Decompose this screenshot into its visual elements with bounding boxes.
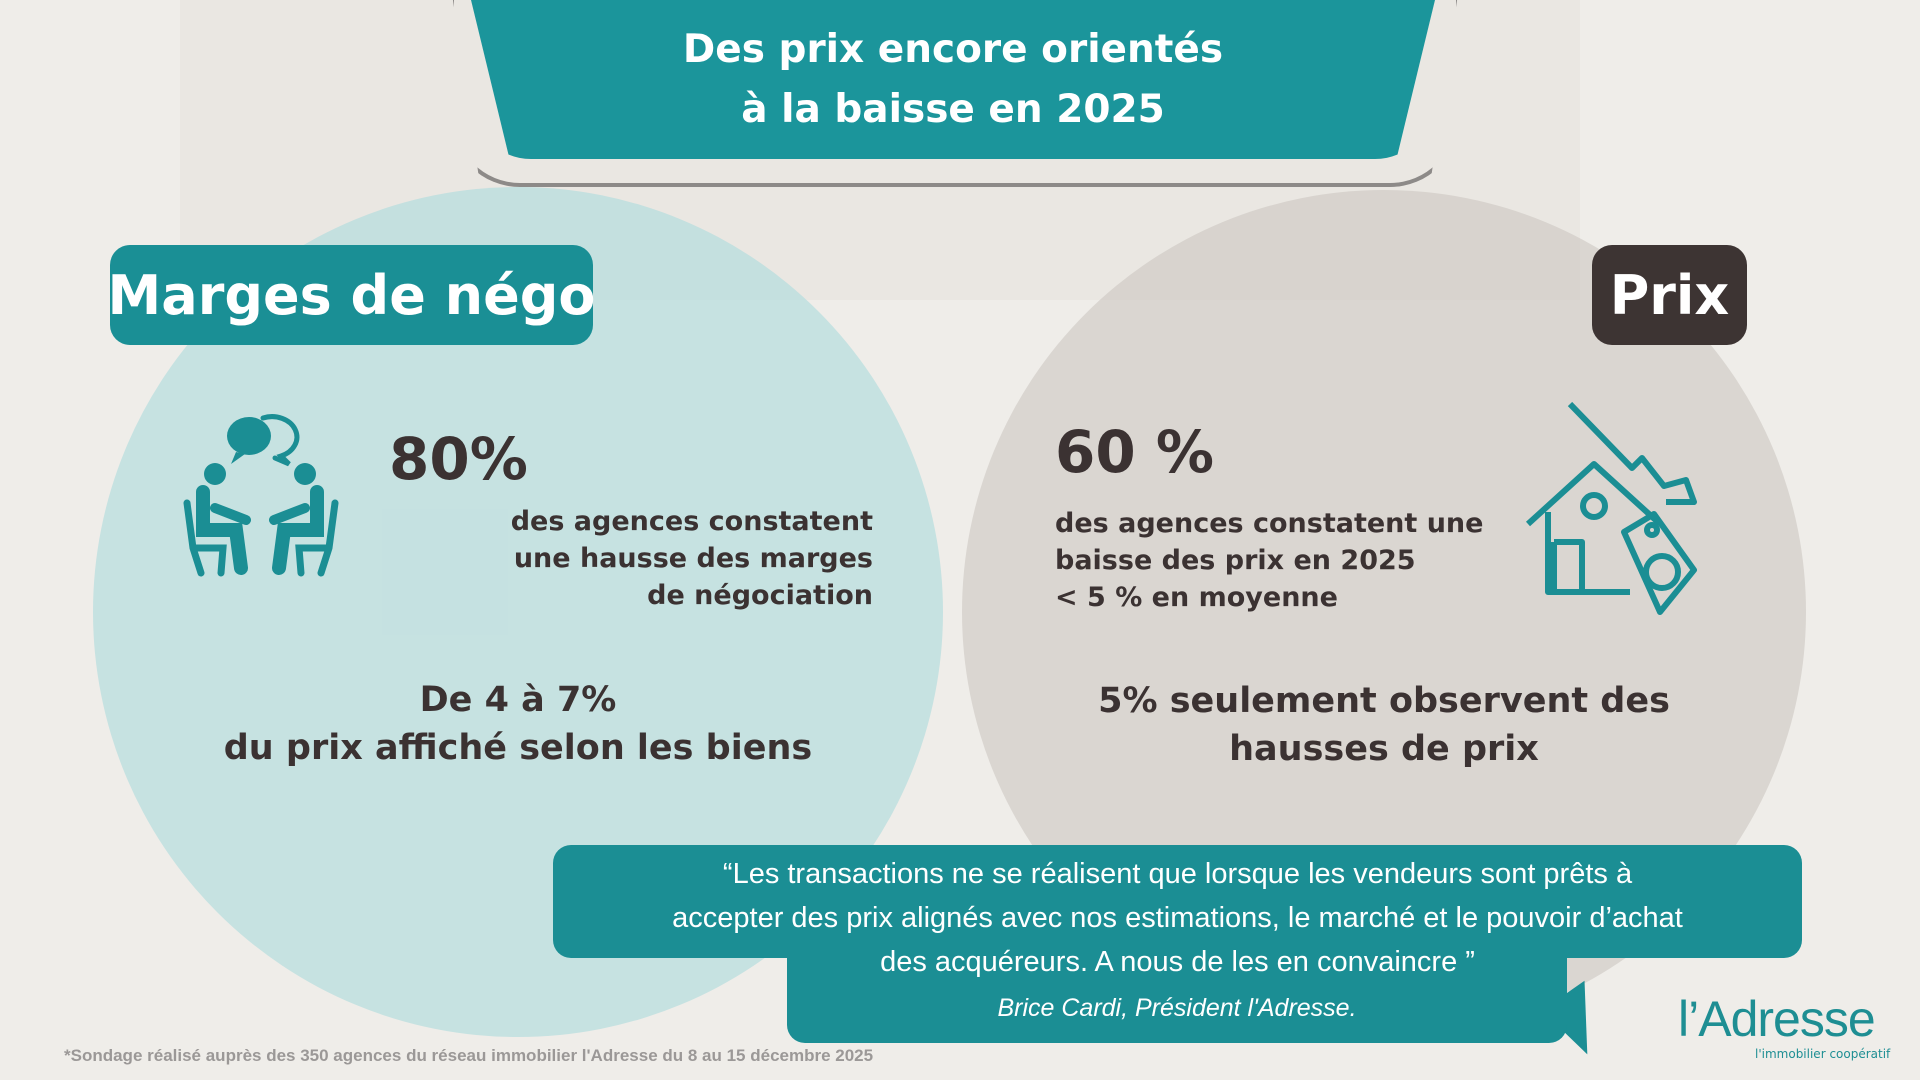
right-description: des agences constatent une baisse des pr… <box>1055 505 1483 616</box>
left-stat: 80% <box>389 425 528 493</box>
ladresse-logo: l’Adresse l'immobilier coopératif <box>1678 992 1908 1062</box>
desc-line: baisse des prix en 2025 <box>1055 545 1416 576</box>
title-banner: Des prix encore orientés à la baisse en … <box>471 0 1435 159</box>
title-line-1: Des prix encore orientés <box>682 26 1224 72</box>
sub-line: 5% seulement observent des <box>1098 681 1670 721</box>
quote-line: accepter des prix alignés avec nos estim… <box>672 902 1683 934</box>
quote-line: des acquéreurs. A nous de les en convain… <box>880 946 1475 978</box>
right-subtext: 5% seulement observent des hausses de pr… <box>984 677 1784 773</box>
house-price-down-icon <box>1525 402 1697 615</box>
prix-label: Prix <box>1592 245 1747 345</box>
desc-line: des agences constatent une <box>1055 508 1484 539</box>
logo-tagline: l'immobilier coopératif <box>1755 1047 1891 1061</box>
desc-line: de négociation <box>647 580 873 611</box>
quote-line: “Les transactions ne se réalisent que lo… <box>722 858 1633 890</box>
sub-line: hausses de prix <box>1229 729 1539 769</box>
quote-text: “Les transactions ne se réalisent que lo… <box>553 852 1802 984</box>
desc-line: des agences constatent <box>510 506 873 537</box>
sub-line: du prix affiché selon les biens <box>223 728 813 768</box>
left-subtext: De 4 à 7% du prix affiché selon les bien… <box>118 676 918 772</box>
left-description: des agences constatent une hausse des ma… <box>511 503 873 614</box>
quote-bubble-lower <box>787 940 1567 1043</box>
marges-label: Marges de négo <box>108 245 595 345</box>
desc-line: une hausse des marges <box>513 543 873 574</box>
footnote: *Sondage réalisé auprès des 350 agences … <box>64 1046 874 1065</box>
quote-bubble <box>553 845 1802 958</box>
title-line-2: à la baisse en 2025 <box>741 86 1165 132</box>
logo-name: l’Adresse <box>1678 991 1876 1047</box>
sub-line: De 4 à 7% <box>419 680 617 720</box>
quote-author: Brice Cardi, Président l'Adresse. <box>997 994 1357 1022</box>
negotiation-people-icon <box>183 414 339 577</box>
desc-line: < 5 % en moyenne <box>1055 582 1338 613</box>
right-stat: 60 % <box>1055 418 1215 486</box>
